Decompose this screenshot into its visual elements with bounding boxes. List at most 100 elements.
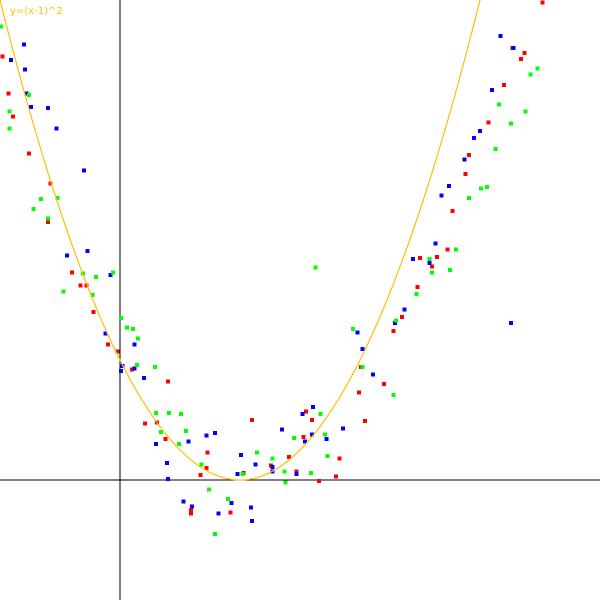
data-point — [164, 461, 169, 466]
data-point — [163, 437, 168, 442]
data-point — [142, 376, 146, 380]
data-point — [48, 181, 53, 186]
data-point — [158, 430, 163, 434]
data-point — [188, 508, 193, 512]
data-point — [509, 320, 514, 325]
data-point — [462, 157, 467, 162]
data-point — [212, 431, 217, 436]
data-point — [282, 469, 287, 474]
data-point — [143, 421, 148, 426]
data-point — [391, 392, 396, 397]
data-point — [485, 185, 490, 190]
data-point — [446, 184, 451, 188]
data-point — [400, 314, 404, 319]
data-point — [472, 136, 476, 140]
data-point — [46, 106, 50, 110]
data-point — [186, 439, 191, 444]
data-point — [511, 46, 516, 50]
data-point — [418, 256, 422, 260]
data-point — [311, 404, 316, 409]
data-point — [29, 104, 34, 109]
curve-label: y=(x-1)^2 — [10, 6, 63, 17]
data-point — [250, 518, 254, 523]
data-point — [382, 382, 386, 386]
data-point — [467, 152, 472, 157]
data-point — [318, 412, 323, 416]
data-point — [308, 470, 313, 475]
data-point — [454, 247, 458, 252]
data-point — [235, 472, 240, 476]
data-point — [528, 72, 533, 77]
data-point — [90, 293, 95, 298]
data-point — [310, 418, 314, 422]
data-point — [430, 270, 434, 275]
data-point — [78, 283, 83, 288]
data-point — [26, 92, 31, 97]
data-point — [226, 497, 230, 502]
data-point — [22, 42, 26, 47]
data-point — [152, 365, 157, 370]
data-point — [493, 146, 498, 151]
data-point — [11, 114, 16, 119]
data-point — [253, 462, 258, 467]
data-point — [55, 196, 60, 200]
data-point — [430, 264, 434, 269]
data-point — [204, 433, 209, 438]
data-point — [535, 66, 540, 71]
data-point — [106, 342, 110, 347]
data-point — [479, 186, 484, 191]
data-point — [392, 320, 397, 325]
data-point — [540, 0, 545, 5]
data-point — [301, 434, 306, 439]
data-point — [283, 480, 288, 485]
data-point — [154, 410, 158, 415]
data-point — [502, 83, 506, 88]
data-point — [341, 426, 346, 431]
data-point — [410, 257, 415, 262]
data-point — [46, 216, 50, 221]
data-point — [82, 168, 86, 173]
data-point — [294, 472, 299, 476]
data-point — [450, 209, 455, 214]
data-point — [239, 452, 244, 457]
data-point — [24, 91, 29, 96]
data-point — [154, 442, 158, 446]
data-point — [23, 67, 28, 72]
data-point — [415, 284, 420, 289]
data-point — [110, 270, 115, 275]
data-point — [7, 109, 12, 114]
data-point — [31, 206, 36, 211]
data-point — [304, 409, 308, 414]
data-point — [280, 427, 284, 432]
data-point — [414, 292, 419, 296]
data-point — [130, 367, 134, 372]
data-point — [134, 362, 139, 367]
data-point — [355, 330, 360, 335]
data-point — [250, 418, 254, 422]
data-point — [448, 268, 452, 272]
data-point — [108, 272, 113, 277]
data-point — [350, 326, 355, 331]
data-point — [216, 511, 221, 516]
data-point — [179, 412, 184, 416]
data-point — [94, 275, 98, 280]
data-point — [324, 437, 329, 442]
curve-line — [0, 0, 481, 481]
data-point — [176, 442, 181, 446]
data-point — [434, 254, 439, 259]
data-point — [228, 510, 233, 515]
data-point — [6, 91, 11, 96]
data-point — [313, 265, 318, 270]
data-point — [294, 469, 299, 474]
data-point — [362, 419, 367, 424]
data-point — [427, 257, 432, 262]
data-point — [103, 331, 108, 336]
data-point — [61, 289, 66, 294]
data-point — [132, 342, 137, 347]
data-point — [522, 50, 527, 55]
data-point — [270, 464, 275, 469]
data-point — [300, 412, 305, 416]
data-point — [70, 270, 74, 275]
